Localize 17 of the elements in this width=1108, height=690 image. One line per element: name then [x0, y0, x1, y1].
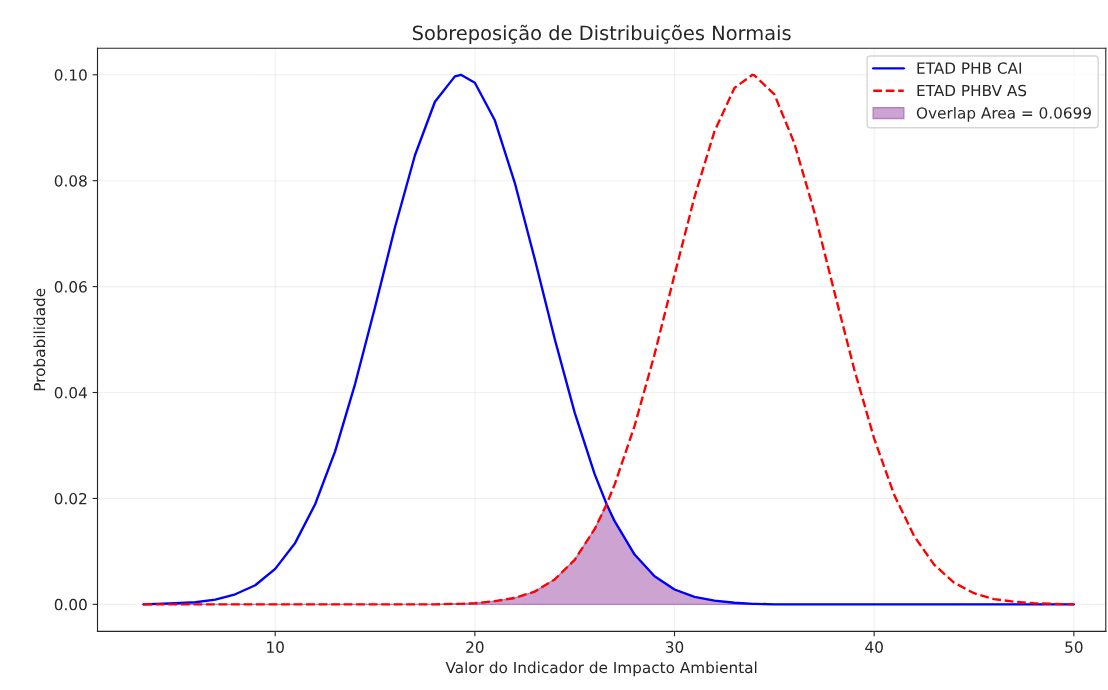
- x-tick-label: 40: [865, 641, 883, 653]
- x-tick-label: 50: [1065, 641, 1083, 653]
- x-tick-label: 20: [466, 641, 484, 653]
- y-tick-label: 0.10: [54, 69, 87, 81]
- x-tick-label: 10: [267, 641, 284, 653]
- y-tick-label: 0.06: [54, 281, 87, 293]
- legend-label: Overlap Area = 0.0699: [916, 106, 1091, 122]
- y-tick-label: 0.00: [54, 598, 87, 611]
- x-tick-label: 30: [665, 641, 684, 653]
- y-tick-label: 0.04: [54, 386, 87, 399]
- y-tick-label: 0.08: [54, 175, 87, 187]
- y-tick-label: 0.02: [54, 492, 87, 505]
- x-axis-title: Valor do Indicador de Impacto Ambiental: [445, 661, 757, 677]
- legend-label: ETAD PHBV AS: [917, 84, 1027, 97]
- legend-label: ETAD PHB CAI: [917, 62, 1022, 74]
- chart-title: Sobreposição de Distribuições Normais: [412, 24, 791, 45]
- y-axis-title: Probabilidade: [33, 288, 46, 391]
